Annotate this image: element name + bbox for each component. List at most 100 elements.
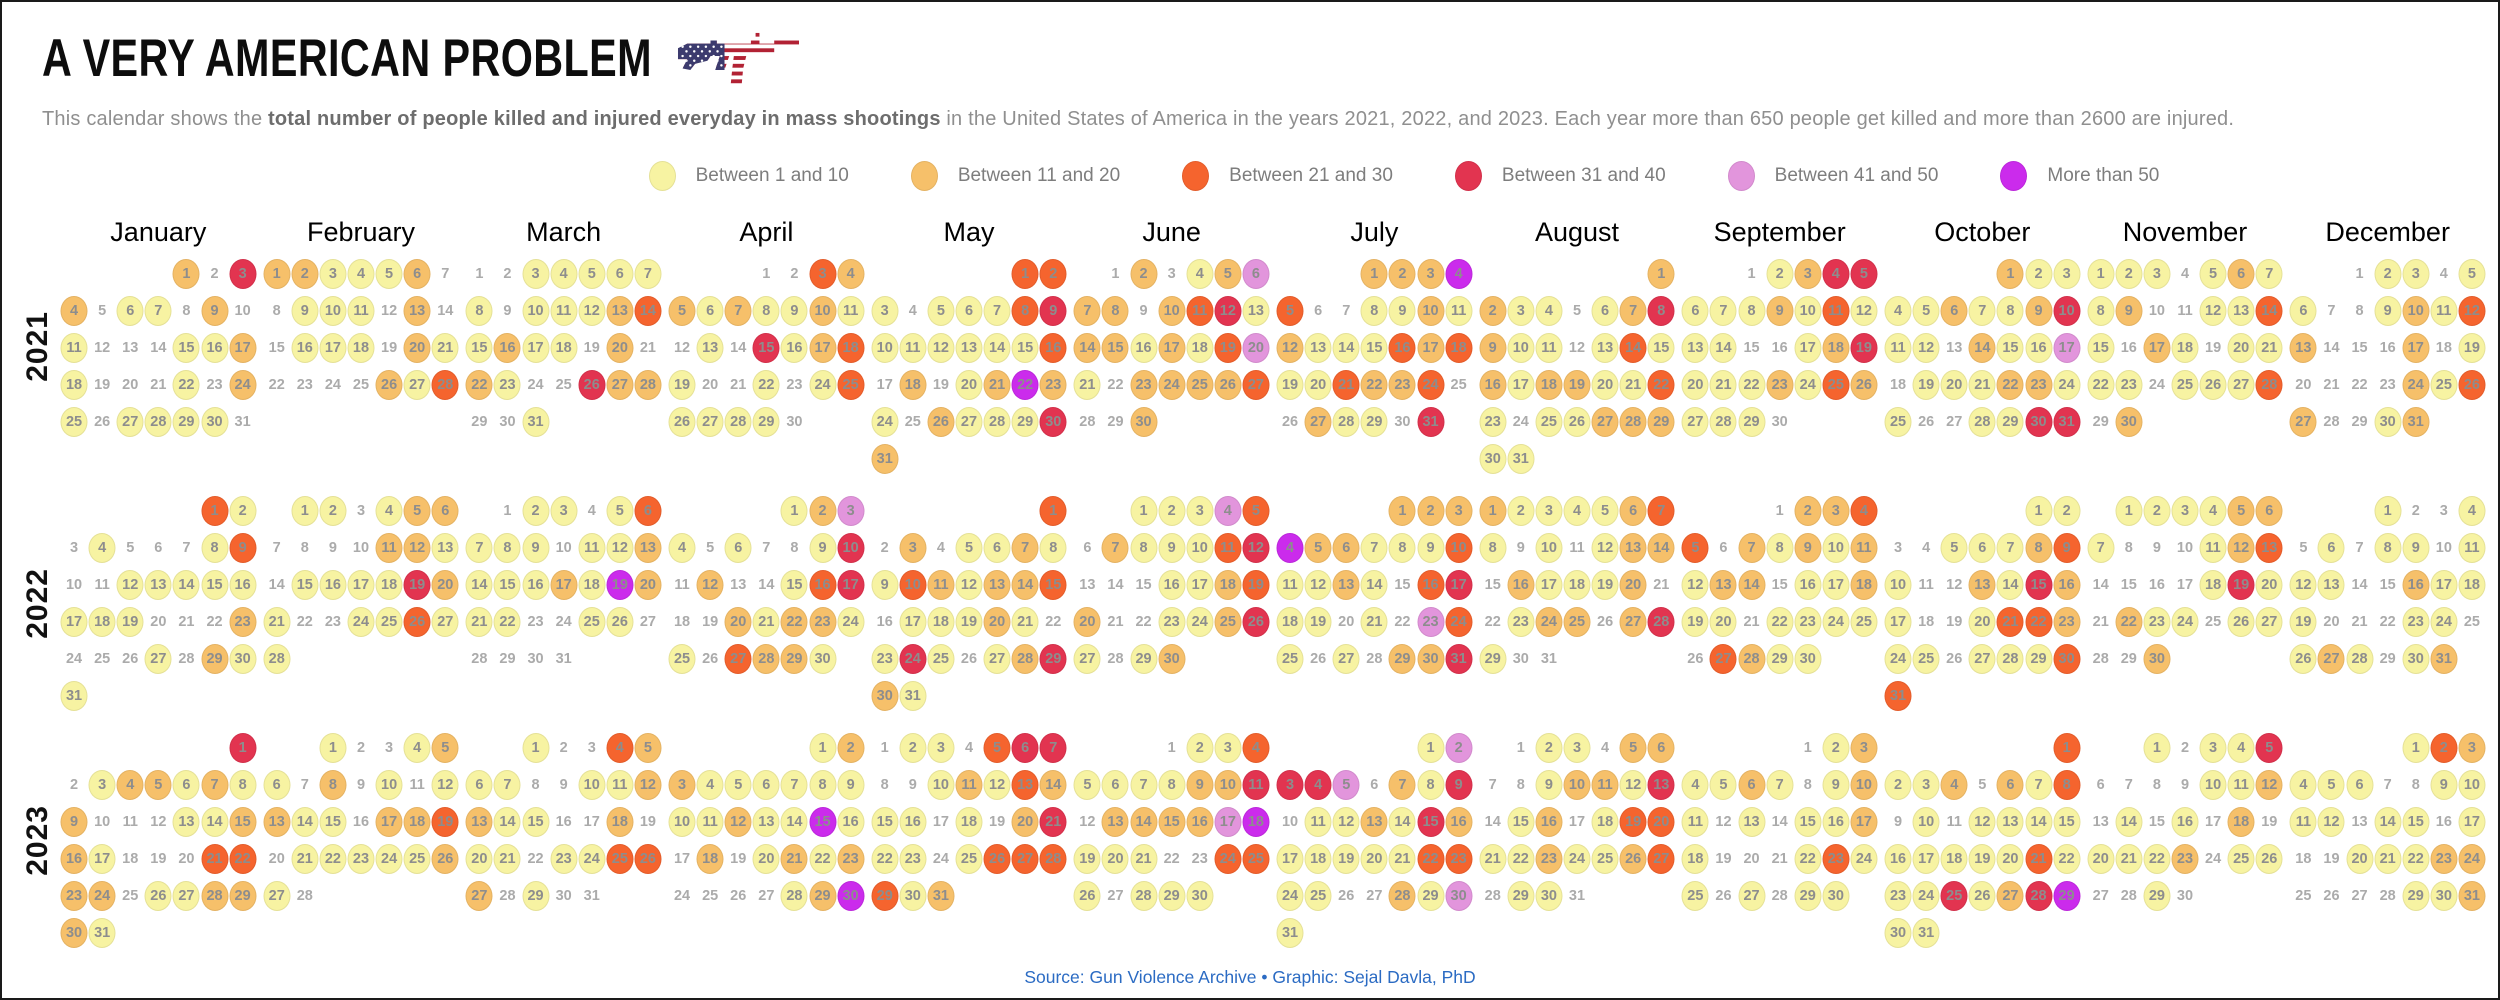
day-cell: 21 bbox=[1743, 613, 1760, 630]
day-cell: 3 bbox=[88, 766, 116, 803]
day-circle bbox=[1619, 295, 1647, 326]
day-cell: 16 bbox=[2402, 566, 2430, 603]
day-cell: 2 bbox=[1884, 766, 1912, 803]
day-cell: 24 bbox=[88, 877, 116, 914]
day-circle bbox=[899, 569, 927, 600]
day-cell: 25 bbox=[1912, 640, 1940, 677]
day-circle bbox=[1360, 406, 1388, 437]
day-cell: 10 bbox=[1535, 529, 1563, 566]
day-cell: 16 bbox=[352, 813, 370, 830]
day-cell: 8 bbox=[2411, 776, 2420, 793]
month-2021-9: September 1 2 3 4 5 6 7 8 9 10 11 12 13 14 15 16 17 18 19 20… bbox=[1681, 215, 1878, 477]
legend-item-5: Between 41 and 50 bbox=[1727, 161, 1938, 191]
day-cell: 6 bbox=[1940, 292, 1968, 329]
empty-cell bbox=[668, 492, 696, 529]
day-cell: 23 bbox=[1535, 840, 1563, 877]
day-cell: 2 bbox=[1445, 729, 1473, 766]
day-cell: 13 bbox=[263, 803, 291, 840]
day-cell: 8 bbox=[272, 302, 281, 319]
day-cell: 3 bbox=[229, 255, 257, 292]
month-name: February bbox=[306, 217, 416, 247]
day-cell: 26 bbox=[927, 403, 955, 440]
day-circle bbox=[201, 569, 229, 600]
day-cell: 31 bbox=[522, 403, 550, 440]
day-cell: 19 bbox=[116, 603, 144, 640]
day-cell: 20 bbox=[1709, 603, 1737, 640]
day-cell: 2 bbox=[1535, 729, 1563, 766]
day-circle bbox=[375, 258, 403, 289]
day-cell: 7 bbox=[634, 255, 662, 292]
day-cell: 11 bbox=[2430, 292, 2458, 329]
day-cell: 10 bbox=[1416, 292, 1445, 329]
day-circle bbox=[522, 406, 550, 437]
day-cell: 8 bbox=[2124, 539, 2133, 556]
day-cell: 17 bbox=[2402, 329, 2430, 366]
day-cell: 15 bbox=[1158, 803, 1186, 840]
day-circle bbox=[1276, 295, 1304, 326]
day-cell: 17 bbox=[2458, 803, 2486, 840]
day-cell: 23 bbox=[1039, 366, 1067, 403]
empty-cell bbox=[2374, 729, 2402, 766]
day-circle bbox=[837, 369, 865, 400]
day-cell: 15 bbox=[2053, 803, 2081, 840]
day-cell: 10 bbox=[1214, 766, 1242, 803]
day-cell: 14 bbox=[1619, 329, 1647, 366]
day-cell: 24 bbox=[2053, 366, 2081, 403]
day-cell: 18 bbox=[2458, 566, 2486, 603]
day-cell: 19 bbox=[2289, 603, 2317, 640]
empty-cell bbox=[1996, 492, 2024, 529]
day-cell: 29 bbox=[471, 413, 488, 430]
day-cell: 4 bbox=[60, 292, 88, 329]
legend-item-2: Between 11 and 20 bbox=[910, 161, 1120, 191]
day-cell: 31 bbox=[1445, 640, 1473, 677]
day-cell: 31 bbox=[927, 877, 955, 914]
day-cell: 19 bbox=[1681, 603, 1709, 640]
day-cell: 22 bbox=[752, 366, 780, 403]
day-cell: 2 bbox=[1416, 492, 1445, 529]
day-cell: 2 bbox=[790, 265, 799, 282]
day-cell: 9 bbox=[60, 803, 88, 840]
day-cell: 2 bbox=[837, 729, 865, 766]
day-cell: 24 bbox=[1416, 366, 1445, 403]
day-cell: 16 bbox=[899, 803, 927, 840]
empty-cell bbox=[1681, 492, 1709, 529]
day-circle bbox=[809, 332, 837, 363]
day-circle bbox=[1912, 332, 1940, 363]
day-cell: 13 bbox=[1242, 292, 1270, 329]
day-cell: 14 bbox=[1968, 329, 1996, 366]
day-circle bbox=[1794, 332, 1822, 363]
day-circle bbox=[634, 369, 662, 400]
day-cell: 7 bbox=[272, 539, 281, 556]
day-cell: 25 bbox=[2295, 887, 2312, 904]
day-cell: 14 bbox=[1771, 813, 1788, 830]
day-cell: 9 bbox=[1158, 529, 1186, 566]
day-cell: 10 bbox=[1507, 329, 1535, 366]
day-circle bbox=[837, 532, 865, 563]
day-cell: 8 bbox=[1039, 529, 1067, 566]
day-cell: 1 bbox=[2053, 729, 2081, 766]
day-circle bbox=[1101, 332, 1129, 363]
day-cell: 30 bbox=[555, 887, 572, 904]
empty-cell bbox=[144, 492, 172, 529]
day-cell: 12 bbox=[2458, 292, 2486, 329]
day-circle bbox=[144, 295, 172, 326]
day-circle bbox=[1011, 295, 1039, 326]
day-cell: 25 bbox=[1186, 366, 1214, 403]
day-cell: 23 bbox=[2430, 840, 2458, 877]
day-cell: 28 bbox=[2255, 366, 2283, 403]
day-cell: 21 bbox=[1479, 840, 1507, 877]
day-circle bbox=[2227, 369, 2255, 400]
day-cell: 21 bbox=[730, 376, 747, 393]
empty-cell bbox=[200, 729, 228, 766]
day-cell: 7 bbox=[493, 766, 521, 803]
day-circle bbox=[2227, 332, 2255, 363]
day-cell: 16 bbox=[2024, 329, 2053, 366]
day-circle bbox=[927, 569, 955, 600]
day-cell: 13 bbox=[1681, 329, 1709, 366]
day-cell: 16 bbox=[1771, 339, 1788, 356]
day-circle bbox=[899, 369, 927, 400]
day-cell: 23 bbox=[786, 376, 803, 393]
day-cell: 7 bbox=[465, 529, 493, 566]
day-cell: 17 bbox=[319, 329, 347, 366]
day-cell: 26 bbox=[1687, 650, 1704, 667]
